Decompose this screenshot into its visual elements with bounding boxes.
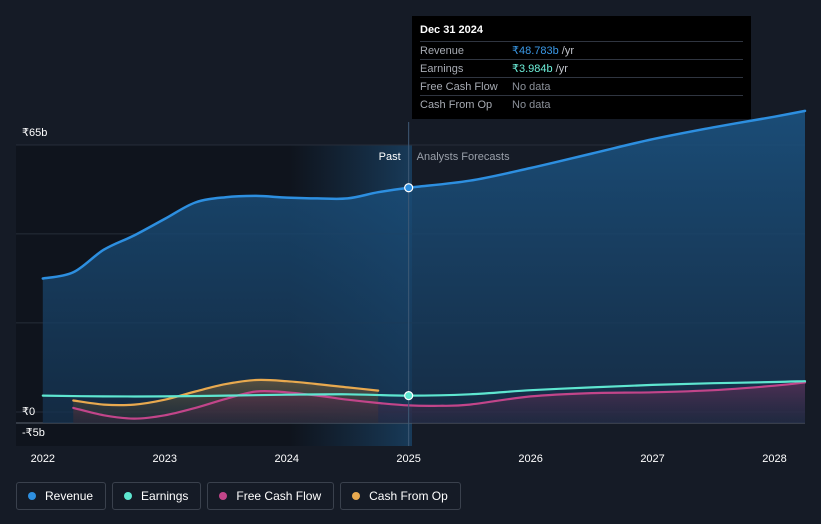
- tooltip-label: Free Cash Flow: [420, 80, 498, 93]
- legend-dot-icon: [219, 492, 228, 500]
- x-tick-label: 2024: [274, 453, 298, 465]
- tooltip-value: ₹48.783b: [512, 45, 559, 57]
- tooltip-value: No data: [512, 98, 551, 111]
- line-earnings: [41, 380, 807, 398]
- past-label: Past: [379, 151, 401, 163]
- highlight-markers: [404, 183, 414, 401]
- line-free-cash-flow: [72, 381, 807, 420]
- marker-earnings: [404, 391, 414, 401]
- tooltip-row-cash-from-op: Cash From Op No data: [420, 95, 743, 113]
- area-revenue: [42, 110, 806, 424]
- legend-label: Revenue: [45, 489, 94, 503]
- legend-dot-icon: [28, 492, 36, 500]
- tooltip-row-earnings: Earnings ₹3.984b /yr: [420, 59, 743, 77]
- legend-item-cash-from-op[interactable]: Cash From Op: [340, 482, 461, 510]
- tooltip-unit: /yr: [561, 44, 574, 57]
- tooltip-label: Revenue: [420, 44, 465, 57]
- chart-legend: Revenue Earnings Free Cash Flow Cash Fro…: [16, 482, 461, 510]
- line-cash-from-op: [72, 378, 380, 407]
- marker-revenue: [404, 183, 414, 193]
- legend-item-free-cash-flow[interactable]: Free Cash Flow: [207, 482, 335, 510]
- tooltip-value: No data: [512, 80, 551, 93]
- tooltip-label: Cash From Op: [420, 98, 493, 111]
- tooltip-value: ₹3.984b: [512, 63, 553, 75]
- line-revenue: [41, 109, 807, 280]
- legend-label: Cash From Op: [369, 489, 448, 503]
- x-tick-label: 2022: [31, 453, 55, 465]
- legend-item-revenue[interactable]: Revenue: [16, 482, 107, 510]
- legend-item-earnings[interactable]: Earnings: [112, 482, 202, 510]
- x-tick-label: 2027: [640, 453, 664, 465]
- x-tick-label: 2028: [762, 453, 786, 465]
- tooltip-label: Earnings: [420, 62, 464, 75]
- tooltip-row-revenue: Revenue ₹48.783b /yr: [420, 41, 743, 59]
- data-tooltip: Dec 31 2024 Revenue ₹48.783b /yr Earning…: [412, 16, 751, 119]
- y-axis-label: ₹0: [22, 406, 35, 418]
- legend-dot-icon: [124, 492, 133, 500]
- legend-label: Earnings: [141, 489, 189, 503]
- axis-labels: ₹65b ₹0 -₹5b 2022 2023 2024 2025 2026 2027 2028 Pa…: [22, 127, 787, 465]
- x-tick-label: 2025: [396, 453, 420, 465]
- tooltip-date: Dec 31 2024: [420, 24, 483, 36]
- y-axis-label: ₹65b: [22, 127, 47, 139]
- forecast-label: Analysts Forecasts: [417, 151, 510, 163]
- x-tick-label: 2023: [153, 453, 177, 465]
- x-tick-label: 2026: [518, 453, 542, 465]
- legend-dot-icon: [352, 492, 361, 500]
- legend-label: Free Cash Flow: [236, 489, 322, 503]
- tooltip-row-free-cash-flow: Free Cash Flow No data: [420, 77, 743, 95]
- y-axis-label: -₹5b: [22, 427, 45, 439]
- tooltip-unit: /yr: [555, 62, 568, 75]
- series-lines: [41, 109, 807, 420]
